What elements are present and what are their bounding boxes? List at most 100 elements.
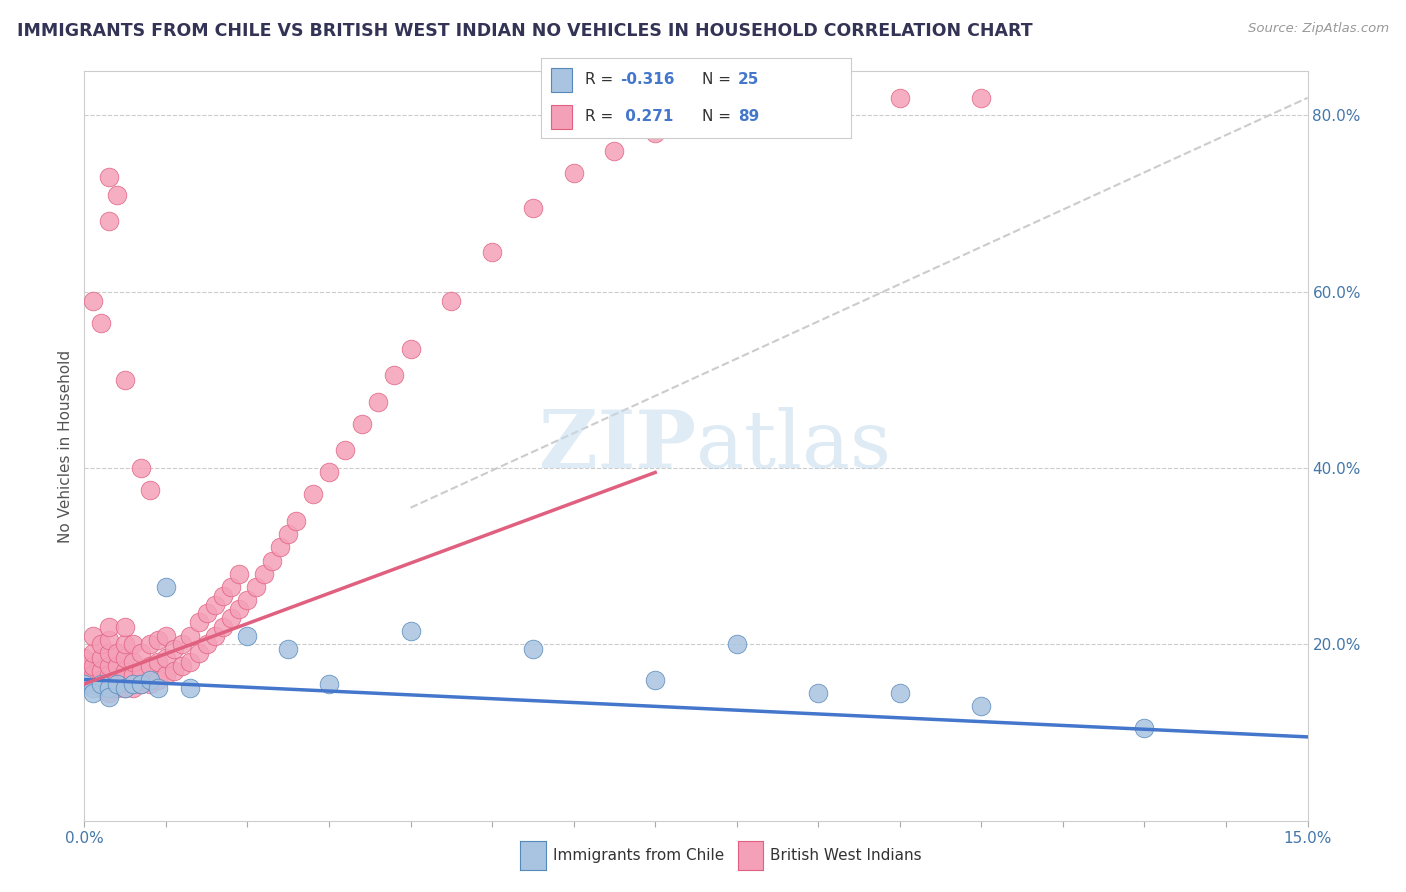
Point xyxy=(146,681,169,696)
Point xyxy=(382,368,405,383)
Text: Source: ZipAtlas.com: Source: ZipAtlas.com xyxy=(1249,22,1389,36)
Point xyxy=(82,628,104,642)
Point xyxy=(73,677,96,691)
Point xyxy=(970,91,993,105)
Point xyxy=(114,681,136,696)
Point xyxy=(481,245,503,260)
Point xyxy=(105,677,128,691)
Point xyxy=(114,620,136,634)
Point xyxy=(82,686,104,700)
Point xyxy=(73,659,96,673)
Text: 0.271: 0.271 xyxy=(620,109,673,124)
Point xyxy=(562,166,585,180)
Point xyxy=(90,673,112,687)
Point xyxy=(97,690,120,705)
Point xyxy=(122,668,145,682)
Point xyxy=(73,677,96,691)
Point xyxy=(970,699,993,714)
Point xyxy=(97,686,120,700)
Point xyxy=(212,589,235,603)
Y-axis label: No Vehicles in Household: No Vehicles in Household xyxy=(58,350,73,542)
Point xyxy=(82,677,104,691)
Point xyxy=(228,602,250,616)
Point xyxy=(236,593,259,607)
Point xyxy=(97,681,120,696)
Point xyxy=(318,677,340,691)
Point xyxy=(82,646,104,660)
Point xyxy=(245,580,267,594)
Point xyxy=(122,655,145,669)
Point xyxy=(131,646,153,660)
Bar xyxy=(551,104,572,128)
Point xyxy=(97,170,120,185)
Point xyxy=(1133,721,1156,735)
Point xyxy=(644,673,666,687)
Point xyxy=(114,373,136,387)
Point xyxy=(114,673,136,687)
Point xyxy=(219,580,242,594)
Point xyxy=(90,664,112,678)
Point xyxy=(97,632,120,647)
Point xyxy=(97,214,120,228)
Point xyxy=(285,514,308,528)
Point xyxy=(889,91,911,105)
Point xyxy=(114,650,136,665)
Text: ZIP: ZIP xyxy=(538,407,696,485)
Point xyxy=(350,417,373,431)
Point xyxy=(725,108,748,122)
Point xyxy=(179,628,201,642)
Point xyxy=(122,677,145,691)
Point xyxy=(277,527,299,541)
Point xyxy=(97,659,120,673)
Point xyxy=(97,646,120,660)
Point xyxy=(163,664,186,678)
Point xyxy=(187,646,209,660)
Point xyxy=(399,342,422,356)
Point xyxy=(163,641,186,656)
Point xyxy=(236,628,259,642)
Point xyxy=(90,316,112,330)
Text: 25: 25 xyxy=(738,72,759,87)
Text: atlas: atlas xyxy=(696,407,891,485)
Point xyxy=(90,650,112,665)
Text: R =: R = xyxy=(585,109,617,124)
Point xyxy=(105,646,128,660)
Point xyxy=(260,553,283,567)
Point xyxy=(195,607,218,621)
Point xyxy=(131,664,153,678)
Point xyxy=(146,632,169,647)
Point xyxy=(603,144,626,158)
Point xyxy=(212,620,235,634)
Point xyxy=(277,641,299,656)
Text: British West Indians: British West Indians xyxy=(770,848,922,863)
Point xyxy=(122,637,145,651)
Point xyxy=(138,483,160,497)
Point xyxy=(269,541,291,555)
Point xyxy=(179,655,201,669)
Point xyxy=(73,668,96,682)
Point xyxy=(105,659,128,673)
Point xyxy=(90,681,112,696)
Text: Immigrants from Chile: Immigrants from Chile xyxy=(553,848,724,863)
Point xyxy=(131,461,153,475)
Point xyxy=(146,673,169,687)
Point xyxy=(187,615,209,630)
Point xyxy=(90,637,112,651)
Point xyxy=(138,637,160,651)
Point xyxy=(155,668,177,682)
Point xyxy=(155,628,177,642)
Point xyxy=(335,443,357,458)
Point xyxy=(97,620,120,634)
Point xyxy=(138,677,160,691)
Point xyxy=(644,126,666,140)
Point xyxy=(807,686,830,700)
Point xyxy=(131,677,153,691)
Point xyxy=(228,566,250,581)
Point xyxy=(97,677,120,691)
Point xyxy=(97,668,120,682)
Point xyxy=(172,659,194,673)
Text: 89: 89 xyxy=(738,109,759,124)
Point xyxy=(155,650,177,665)
Point xyxy=(253,566,276,581)
Text: IMMIGRANTS FROM CHILE VS BRITISH WEST INDIAN NO VEHICLES IN HOUSEHOLD CORRELATIO: IMMIGRANTS FROM CHILE VS BRITISH WEST IN… xyxy=(17,22,1032,40)
